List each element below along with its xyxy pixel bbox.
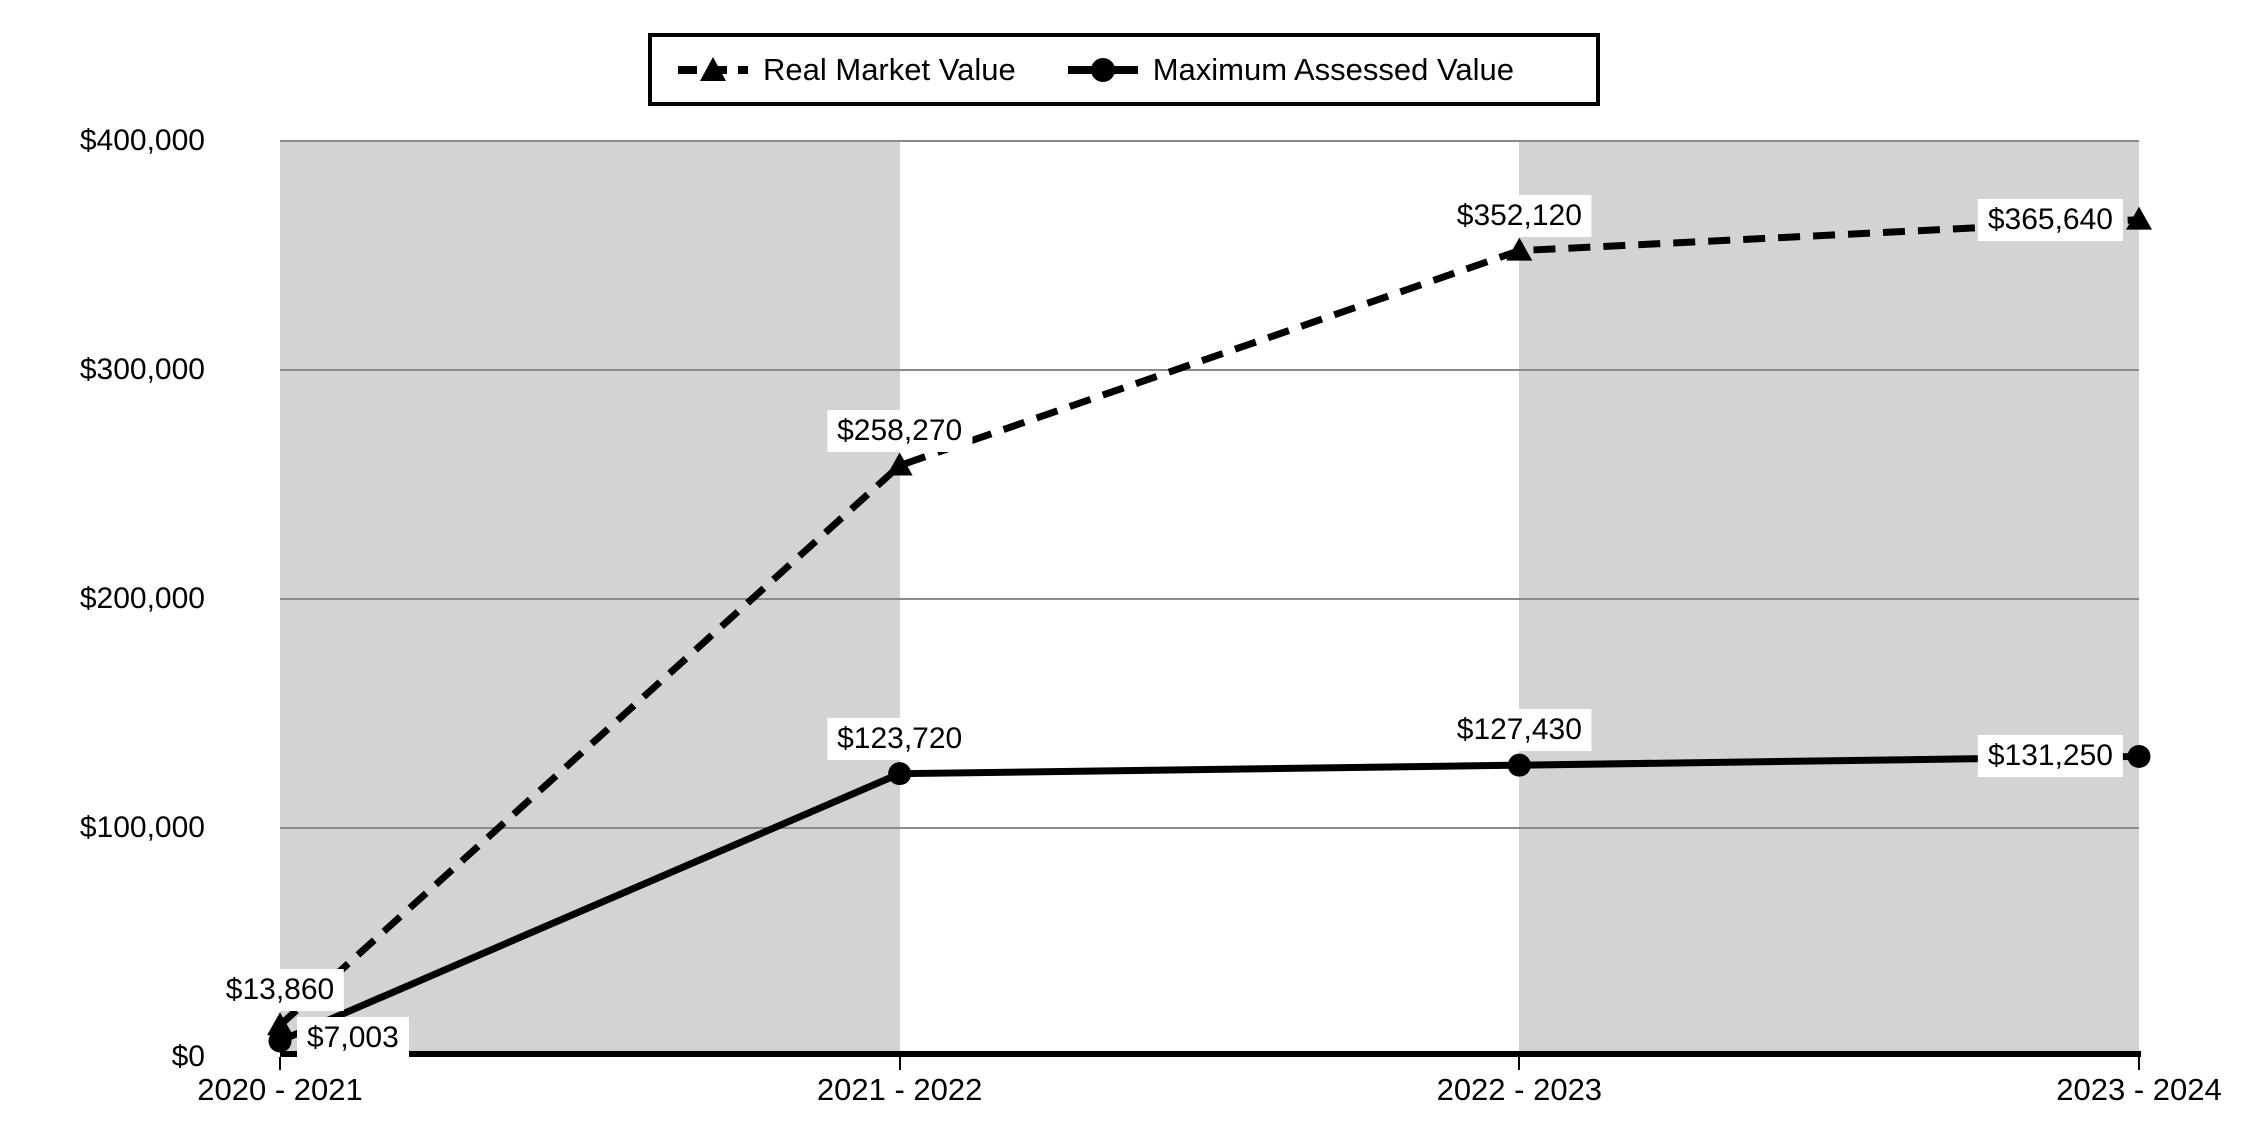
circle-marker — [2127, 744, 2151, 768]
circle-marker — [1507, 753, 1531, 777]
data-label: $7,003 — [297, 1016, 409, 1059]
data-label: $123,720 — [827, 717, 973, 760]
x-tick-label: 2020 - 2021 — [197, 1072, 363, 1107]
triangle-marker — [2126, 206, 2152, 230]
data-label: $258,270 — [827, 409, 973, 452]
x-tick-label: 2021 - 2022 — [816, 1072, 983, 1107]
y-tick-label: $0 — [171, 1040, 205, 1073]
y-tick-label: $300,000 — [79, 353, 205, 386]
triangle-marker — [1506, 237, 1533, 261]
series-layer — [267, 206, 2152, 1053]
gridline — [280, 140, 2139, 142]
chart-legend: Real Market Value Maximum Assessed Value — [648, 33, 1600, 106]
triangle-marker — [267, 1012, 293, 1036]
x-axis-tick — [898, 1057, 901, 1070]
legend-entry-maximum-assessed-value: Maximum Assessed Value — [1067, 51, 1514, 88]
series-line-real-market-value — [277, 216, 2140, 1028]
gridline — [280, 369, 2139, 371]
y-tick-label: $400,000 — [79, 124, 205, 157]
y-tick-label: $200,000 — [79, 582, 205, 615]
data-label: $127,430 — [1446, 709, 1592, 752]
triangle-marker — [886, 452, 913, 476]
data-label: $131,250 — [1977, 735, 2123, 778]
plot-area: $13,860 $258,270 $352,120 $365,640 $7,003 $12… — [215, 140, 2152, 1059]
legend-label-maximum-assessed-value: Maximum Assessed Value — [1152, 51, 1514, 87]
y-tick-label: $100,000 — [79, 811, 205, 844]
data-label: $365,640 — [1977, 198, 2123, 241]
x-axis-tick — [279, 1057, 281, 1070]
dashed-line-triangle-icon — [678, 56, 748, 81]
circle-marker — [268, 1029, 292, 1053]
solid-line-circle-icon — [1067, 57, 1138, 82]
legend-entry-real-market-value: Real Market Value — [678, 52, 1016, 88]
circle-marker — [888, 762, 912, 786]
gridline — [280, 598, 2139, 600]
gridline — [280, 827, 2139, 829]
x-axis-line — [280, 1051, 2141, 1057]
legend-label-real-market-value: Real Market Value — [763, 51, 1016, 87]
x-axis-tick — [1518, 1057, 1521, 1070]
x-tick-label: 2022 - 2023 — [1436, 1072, 1603, 1107]
x-tick-label: 2023 - 2024 — [2056, 1072, 2222, 1107]
data-label: $352,120 — [1446, 194, 1592, 237]
data-label: $13,860 — [215, 969, 345, 1012]
series-line-maximum-assessed-value — [278, 752, 2140, 1045]
x-axis-tick — [2138, 1057, 2140, 1070]
